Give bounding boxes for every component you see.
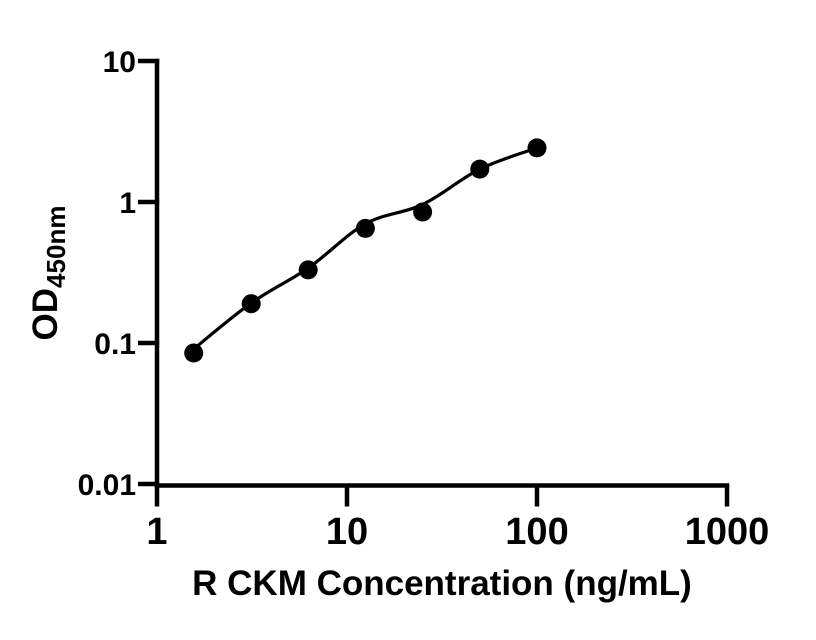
y-tick-label-1: 1 — [119, 187, 136, 220]
y-tick-label-0.1: 0.1 — [94, 328, 136, 361]
data-point-6 — [470, 159, 490, 179]
x-axis-tick-labels: 1 10 100 1000 — [146, 511, 769, 553]
y-axis-ticks — [138, 58, 160, 487]
data-point-2 — [241, 294, 261, 314]
y-tick-label-0.01: 0.01 — [78, 469, 136, 502]
x-tick-label-100: 100 — [505, 511, 568, 553]
x-axis-title: R CKM Concentration (ng/mL) — [192, 564, 692, 603]
data-point-1 — [184, 343, 204, 363]
y-axis-tick-labels: 10 1 0.1 0.01 — [78, 46, 136, 502]
y-axis-title-subscript: 450nm — [41, 206, 71, 288]
data-point-4 — [355, 218, 375, 238]
data-points — [184, 138, 547, 363]
x-tick-label-1000: 1000 — [685, 511, 770, 553]
y-axis-title: OD450nm — [26, 206, 71, 341]
y-tick-label-10: 10 — [103, 46, 136, 79]
data-point-5 — [413, 202, 433, 222]
x-axis-ticks — [154, 484, 730, 507]
y-axis-title-main: OD — [26, 288, 65, 341]
x-tick-label-10: 10 — [326, 511, 368, 553]
data-point-7 — [527, 138, 547, 158]
fit-curve-line — [191, 146, 539, 352]
x-tick-label-1: 1 — [146, 511, 167, 553]
data-point-3 — [298, 260, 318, 280]
